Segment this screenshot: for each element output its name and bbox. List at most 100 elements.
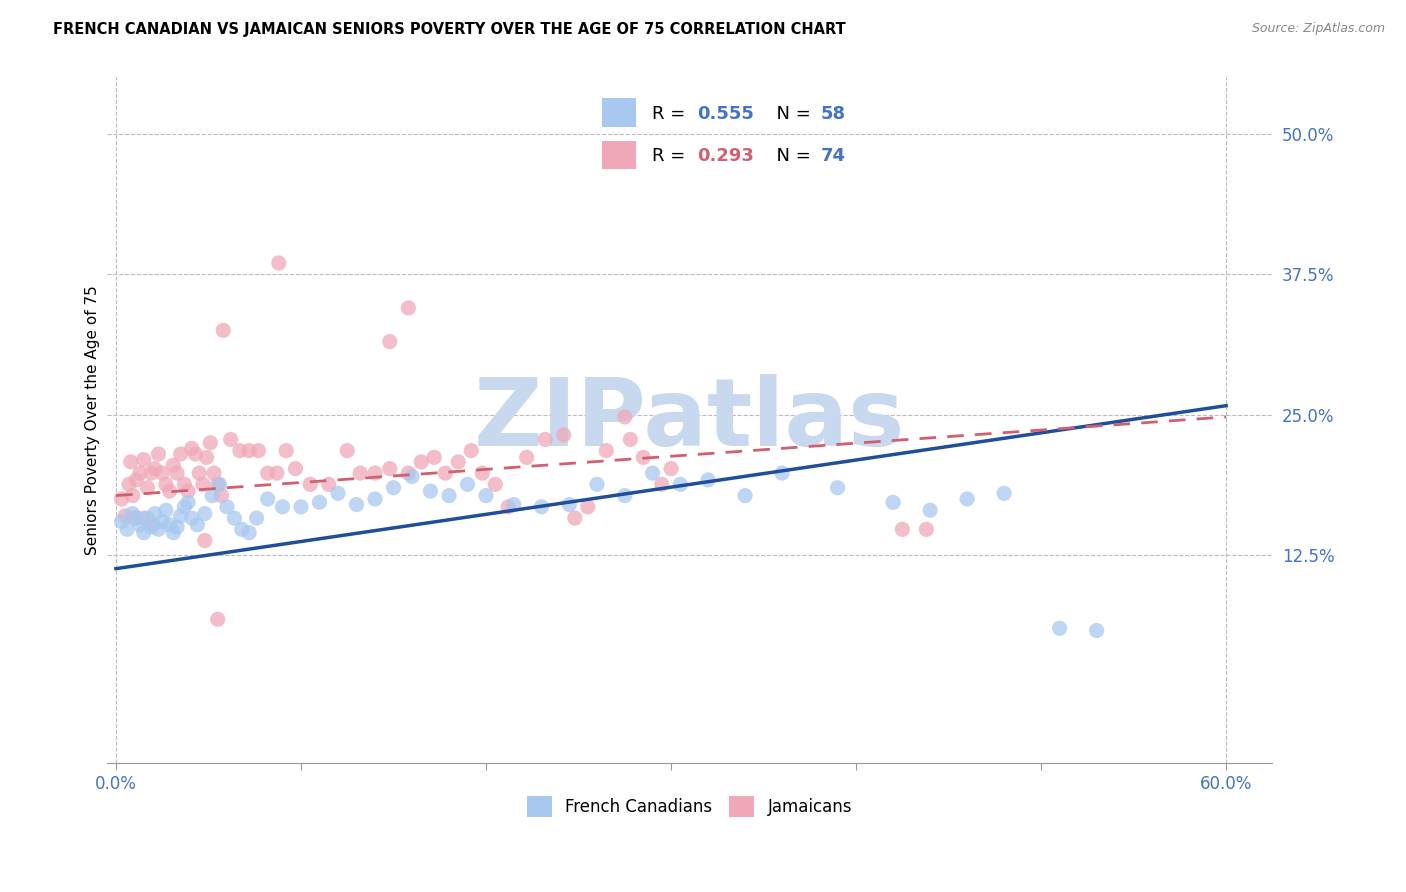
Point [396, 301, 419, 315]
Point [177, 484, 200, 499]
Point [170, 508, 193, 523]
Point [170, 447, 193, 461]
Text: 74: 74 [821, 147, 846, 165]
Point [208, 477, 231, 491]
Point [396, 466, 419, 480]
Point [266, 466, 288, 480]
Point [118, 477, 141, 491]
Point [166, 466, 188, 480]
Point [184, 447, 207, 461]
Text: ZIPatlas: ZIPatlas [474, 375, 905, 467]
Point [114, 508, 136, 523]
Point [110, 491, 132, 506]
FancyBboxPatch shape [602, 98, 636, 127]
Point [576, 500, 599, 514]
Point [447, 455, 470, 469]
Point [437, 489, 460, 503]
Point [434, 466, 457, 480]
Point [299, 477, 322, 491]
Point [891, 522, 914, 536]
Point [364, 491, 387, 506]
Point [419, 484, 441, 499]
Point [308, 495, 330, 509]
Point [129, 466, 152, 480]
Point [659, 461, 682, 475]
Point [177, 495, 200, 509]
Point [484, 477, 506, 491]
Point [132, 511, 155, 525]
Point [136, 511, 159, 525]
Point [349, 466, 371, 480]
Point [586, 477, 609, 491]
Point [516, 450, 538, 465]
Point [827, 481, 849, 495]
Point [256, 466, 278, 480]
Point [132, 452, 155, 467]
Point [245, 511, 267, 525]
Point [229, 443, 252, 458]
Point [215, 500, 238, 514]
Point [148, 447, 170, 461]
Point [564, 511, 586, 525]
Point [162, 458, 184, 473]
Point [697, 473, 720, 487]
Point [475, 489, 498, 503]
Text: Source: ZipAtlas.com: Source: ZipAtlas.com [1251, 22, 1385, 36]
Text: 0.555: 0.555 [697, 105, 754, 123]
Point [201, 489, 224, 503]
Point [734, 489, 756, 503]
Point [155, 477, 177, 491]
Point [457, 477, 479, 491]
Point [194, 507, 217, 521]
Point [669, 477, 692, 491]
Point [595, 443, 617, 458]
Point [1085, 624, 1108, 638]
FancyBboxPatch shape [602, 141, 636, 169]
Point [132, 525, 155, 540]
Point [382, 481, 405, 495]
Point [115, 522, 138, 536]
Point [209, 489, 232, 503]
Point [256, 491, 278, 506]
Point [150, 466, 173, 480]
Point [120, 455, 142, 469]
Point [180, 511, 202, 525]
Point [219, 433, 242, 447]
Point [558, 498, 581, 512]
Legend: French Canadians, Jamaicans: French Canadians, Jamaicans [520, 789, 859, 823]
Point [129, 517, 152, 532]
Point [159, 517, 181, 532]
Point [364, 466, 387, 480]
Point [633, 450, 655, 465]
Point [460, 443, 482, 458]
Point [125, 511, 148, 525]
Point [186, 517, 208, 532]
Point [423, 450, 446, 465]
Point [191, 477, 214, 491]
Point [378, 334, 401, 349]
Text: FRENCH CANADIAN VS JAMAICAN SENIORS POVERTY OVER THE AGE OF 75 CORRELATION CHART: FRENCH CANADIAN VS JAMAICAN SENIORS POVE… [53, 22, 846, 37]
Point [956, 491, 979, 506]
Point [162, 525, 184, 540]
Point [401, 469, 423, 483]
Point [318, 477, 340, 491]
Point [290, 500, 312, 514]
Point [326, 486, 349, 500]
Text: R =: R = [652, 147, 692, 165]
Point [139, 466, 162, 480]
Point [1049, 621, 1071, 635]
Point [553, 428, 575, 442]
Point [641, 466, 664, 480]
Point [110, 515, 132, 529]
Point [920, 503, 942, 517]
Point [159, 484, 181, 499]
Text: 58: 58 [821, 105, 846, 123]
Point [150, 515, 173, 529]
Text: 0.293: 0.293 [697, 147, 754, 165]
Point [238, 443, 260, 458]
Point [613, 409, 636, 424]
Text: N =: N = [765, 105, 817, 123]
Point [502, 498, 524, 512]
Point [276, 443, 298, 458]
Point [139, 520, 162, 534]
